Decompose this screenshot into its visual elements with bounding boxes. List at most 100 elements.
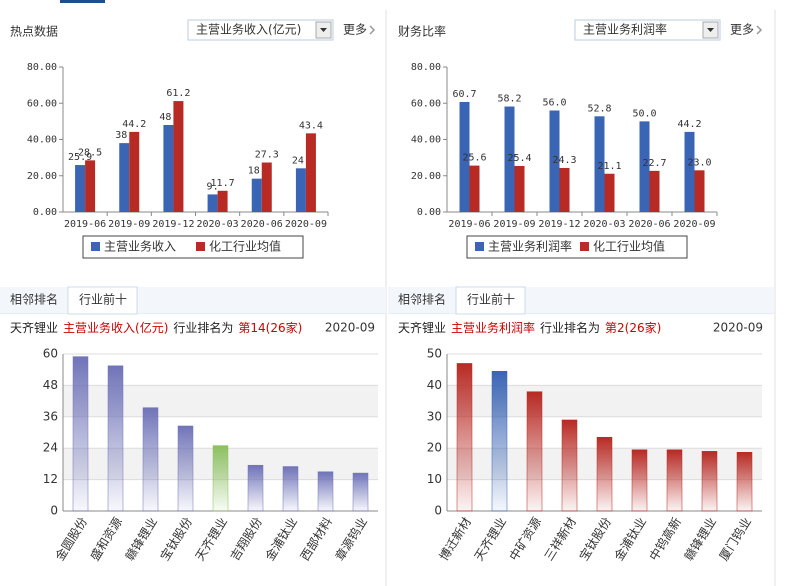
bar (75, 165, 86, 212)
bar (684, 131, 695, 212)
bar (694, 170, 705, 212)
dropdown-value: 主营业务收入(亿元) (196, 22, 301, 37)
bar (163, 125, 174, 212)
legend-box (466, 235, 688, 259)
bar (107, 365, 124, 512)
tab-inactive[interactable] (67, 286, 138, 315)
value-label: 11.7 (211, 178, 235, 189)
tab-inactive[interactable] (455, 286, 526, 315)
y-tick-label: 12 (43, 472, 58, 486)
y-tick-label: 80.00 (27, 62, 57, 73)
value-label: 9. (207, 181, 219, 192)
more-arrow (756, 25, 763, 35)
panel-title: 热点数据 (10, 24, 58, 39)
tab[interactable]: 相邻排名 (10, 292, 58, 307)
tab-active[interactable] (390, 287, 452, 313)
tab[interactable]: 行业前十 (79, 292, 127, 307)
legend-box (82, 235, 304, 259)
bar (469, 165, 480, 212)
value-label: 60.7 (452, 89, 476, 100)
panel-title: 财务比率 (398, 24, 446, 39)
bar (177, 425, 194, 512)
bar (666, 449, 683, 512)
bar (604, 173, 615, 212)
bar (561, 419, 578, 512)
value-label: 48. (159, 112, 177, 123)
y-tick-label: 60 (43, 347, 58, 361)
rank-rank: 第14(26家) (238, 320, 302, 335)
value-label: 56.0 (542, 98, 566, 109)
dropdown-arrow (707, 28, 714, 32)
value-label: 43.4 (299, 120, 323, 131)
dropdown[interactable] (574, 19, 721, 41)
bar (459, 101, 470, 212)
value-label: 21.1 (597, 161, 621, 172)
legend-label: 主营业务利润率 (488, 239, 572, 254)
value-label: 24. (292, 155, 310, 166)
bar (491, 371, 508, 512)
x-tick-label: 2020-06 (628, 219, 670, 230)
y-tick-label: 40.00 (411, 135, 441, 146)
rank-date: 2020-09 (713, 321, 763, 335)
x-tick-label: 2020-03 (197, 219, 239, 230)
value-label: 61.2 (166, 88, 190, 99)
rank-rank-text: 行业排名为 (540, 320, 600, 335)
legend-label: 主营业务收入 (104, 239, 176, 254)
bar (649, 170, 660, 212)
value-label: 24.3 (552, 155, 576, 166)
tab-bar (388, 287, 774, 313)
tab[interactable]: 行业前十 (467, 292, 515, 307)
y-tick-label: 30 (427, 409, 442, 423)
y-tick-label: 0.00 (417, 207, 441, 218)
bar (85, 160, 96, 212)
y-tick-label: 0 (434, 504, 442, 518)
x-tick-label: 2020-06 (241, 219, 283, 230)
value-label: 50.0 (632, 108, 656, 119)
x-tick-label: 2020-03 (583, 219, 625, 230)
x-tick-label: 2019-12 (152, 219, 194, 230)
bar (173, 101, 184, 212)
x-tick-label: 2019-09 (493, 219, 535, 230)
value-label: 52.8 (587, 103, 611, 114)
value-label: 44.2 (122, 119, 146, 130)
y-tick-label: 40.00 (27, 135, 57, 146)
y-tick-label: 0 (50, 504, 58, 518)
value-label: 25.9 (68, 152, 92, 163)
rank-header: 天齐锂业 主营业务收入(亿元) 行业排名为 第14(26家) (10, 320, 302, 335)
value-label: 18. (248, 166, 266, 177)
legend-label: 化工行业均值 (209, 239, 281, 254)
bar (207, 194, 218, 212)
legend-swatch (91, 242, 100, 251)
bar (282, 466, 299, 512)
dropdown-value: 主营业务利润率 (583, 22, 667, 37)
value-label: 28.5 (78, 147, 102, 158)
value-label: 22.7 (642, 158, 666, 169)
more-link[interactable]: 更多 (730, 23, 754, 37)
bar (72, 356, 89, 512)
bar (526, 391, 543, 512)
bar (594, 116, 605, 212)
y-tick-label: 24 (43, 441, 58, 455)
bar (559, 167, 570, 212)
x-tick-label: 2020-09 (285, 219, 327, 230)
value-label: 38. (115, 130, 133, 141)
y-tick-label: 50 (427, 347, 442, 361)
more-link[interactable]: 更多 (343, 23, 367, 37)
bar (251, 178, 262, 212)
x-tick-label: 2020-09 (673, 219, 715, 230)
value-label: 25.4 (507, 153, 531, 164)
dropdown[interactable] (187, 19, 334, 41)
tab-active[interactable] (2, 287, 64, 313)
value-label: 58.2 (497, 94, 521, 105)
y-tick-label: 20 (427, 441, 442, 455)
bar (596, 436, 613, 512)
dropdown-arrow (320, 28, 327, 32)
x-tick-label: 2019-09 (108, 219, 150, 230)
tab[interactable]: 相邻排名 (398, 292, 446, 307)
y-tick-label: 48 (43, 378, 58, 392)
more-arrow (369, 25, 376, 35)
bar (352, 472, 369, 512)
bar (129, 131, 140, 212)
top-accent (60, 0, 105, 3)
rank-rank: 第2(26家) (605, 320, 661, 335)
